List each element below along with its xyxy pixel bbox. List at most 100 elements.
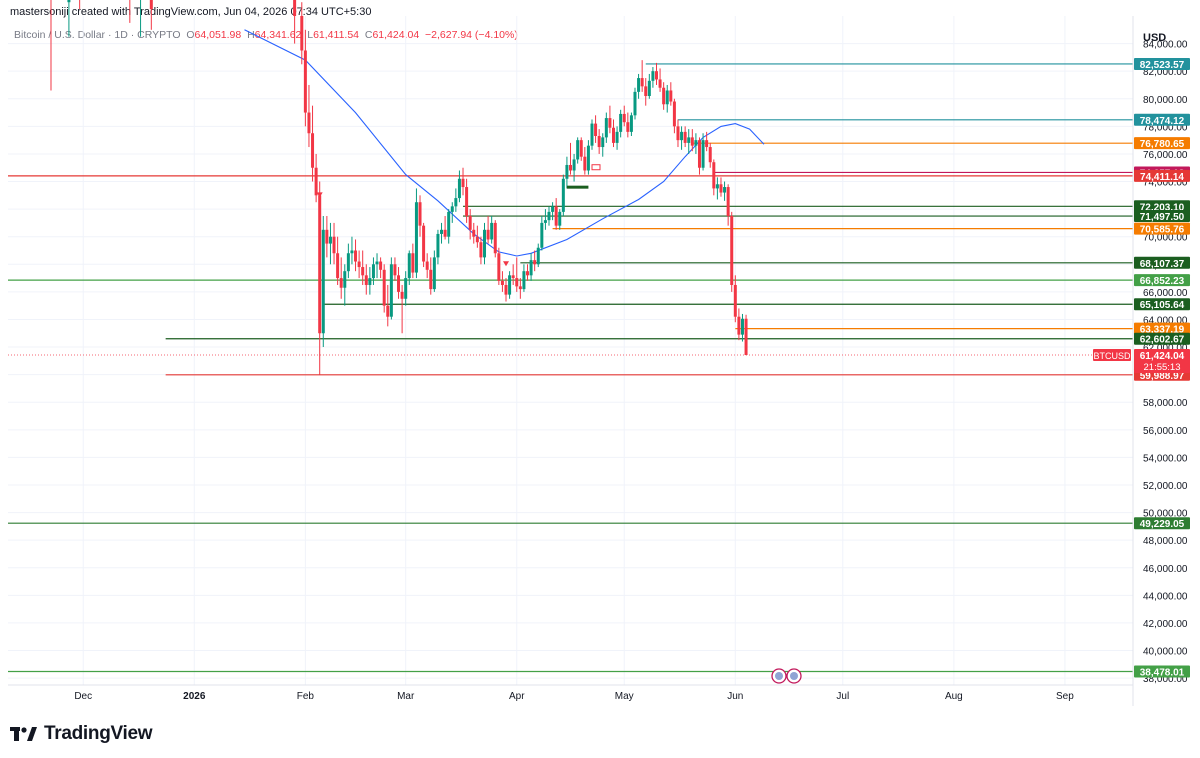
price-tick-label: 52,000.00: [1143, 481, 1188, 492]
candle-body: [629, 115, 633, 132]
price-labels: 82,523.5778,474.1276,780.6574,657.1874,4…: [1093, 57, 1190, 679]
candle-body: [429, 269, 433, 290]
candle-body: [149, 0, 153, 10]
candle-body: [321, 229, 325, 334]
candle-body: [665, 90, 669, 105]
candle-body: [540, 222, 544, 248]
candle-body: [454, 198, 458, 207]
candle-body: [336, 253, 340, 279]
candle-body: [744, 318, 748, 355]
chart-credit: mastersoniji created with TradingView.co…: [10, 6, 372, 18]
candle-body: [483, 229, 487, 258]
candle-body: [712, 162, 716, 189]
candle-body: [576, 140, 580, 160]
candle-body: [723, 187, 727, 193]
candle-body: [400, 291, 404, 299]
candle-body: [726, 187, 730, 217]
candle-body: [457, 178, 461, 199]
candle-body: [680, 131, 684, 141]
candle-body: [361, 267, 365, 276]
candle-body: [371, 264, 375, 279]
price-tick-label: 70,000.00: [1143, 233, 1188, 244]
price-tick-label: 46,000.00: [1143, 564, 1188, 575]
candle-body: [536, 247, 540, 265]
candle-body: [389, 264, 393, 317]
time-axis[interactable]: Dec 2026 Feb Mar Apr May Jun Jul Aug Sep: [74, 691, 1074, 702]
price-level-label-text: 74,411.14: [1140, 172, 1184, 183]
candle-body: [425, 261, 429, 270]
price-level-label-text: 65,105.64: [1140, 300, 1185, 311]
price-level-label: [1134, 222, 1190, 235]
price-level-label-text: 71,497.50: [1140, 212, 1185, 223]
candle-body: [694, 140, 698, 146]
price-level-label-text: 49,229.05: [1140, 519, 1185, 530]
candle-body: [705, 140, 709, 148]
symbol-tag-text: BTCUSD: [1093, 351, 1131, 361]
price-level-label-text: 66,852.23: [1140, 276, 1185, 287]
candle-body: [572, 159, 576, 171]
candle-body: [343, 271, 347, 288]
candle-body: [529, 260, 533, 276]
flag-icon: [775, 672, 783, 680]
candle-body: [379, 261, 383, 270]
price-level-label: [1134, 298, 1190, 311]
candle-body: [364, 275, 368, 285]
symbol-name[interactable]: Bitcoin / U.S. Dollar · 1D · CRYPTO: [14, 29, 181, 41]
tradingview-logo-icon: [10, 727, 37, 741]
moving-average-layer: [244, 29, 765, 257]
ohlc-legend: Bitcoin / U.S. Dollar · 1D · CRYPTO O64,…: [14, 29, 518, 41]
horizontal-levels: [8, 63, 1133, 673]
candle-body: [418, 202, 422, 226]
candle-body: [67, 0, 71, 3]
price-tick-label: 80,000.00: [1143, 95, 1188, 106]
candle-body: [328, 236, 332, 244]
candle-body: [382, 269, 386, 306]
candle-body: [697, 140, 701, 168]
low-label: L: [307, 29, 314, 41]
price-chart[interactable]: 38,000.00 40,000.00 42,000.00 44,000.00 46,0…: [0, 0, 1200, 720]
change-value: −2,627.94 (−4.10%): [425, 29, 518, 41]
candle-body: [615, 131, 619, 143]
price-level-label-text: 76,780.65: [1140, 139, 1185, 150]
range-bar-marker: [566, 185, 589, 189]
candle-body: [719, 184, 723, 193]
currency-label[interactable]: USD: [1143, 32, 1166, 44]
candle-body: [651, 71, 655, 81]
candle-body: [647, 80, 651, 97]
candle-body: [397, 275, 401, 292]
candle-body: [586, 145, 590, 171]
price-level-label: [1134, 113, 1190, 126]
candle-body: [339, 278, 343, 288]
candle-body: [461, 178, 465, 188]
price-level-label: [1134, 57, 1190, 70]
time-tick-label: Apr: [509, 691, 525, 702]
candle-body: [569, 164, 572, 171]
close-label: C: [364, 29, 373, 41]
price-level-label-text: 70,585.76: [1140, 225, 1185, 236]
tradingview-footer[interactable]: TradingView: [10, 722, 153, 746]
candle-body: [404, 278, 408, 299]
candle-body: [633, 91, 637, 116]
candle-body: [440, 229, 444, 234]
candle-body: [658, 79, 662, 88]
candle-body: [594, 123, 598, 137]
candle-body: [662, 87, 666, 105]
candle-body: [518, 286, 522, 290]
price-tick-label: 74,000.00: [1143, 178, 1188, 189]
price-tick-label: 78,000.00: [1143, 122, 1188, 133]
candle-body: [558, 211, 562, 226]
price-level-label: [1134, 169, 1190, 182]
price-tick-label: 58,000.00: [1143, 398, 1188, 409]
candle-body: [490, 222, 494, 240]
price-level-label: [1134, 348, 1190, 373]
candle-body: [601, 137, 605, 148]
price-level-label: [1134, 322, 1190, 335]
candle-body: [307, 112, 311, 134]
candle-body: [683, 131, 687, 143]
event-icons[interactable]: [771, 668, 802, 684]
time-tick-label: 2026: [183, 691, 206, 702]
time-tick-label: Dec: [74, 691, 92, 702]
candle-body: [715, 184, 719, 189]
candle-body: [357, 261, 361, 268]
candle-body: [554, 206, 558, 226]
